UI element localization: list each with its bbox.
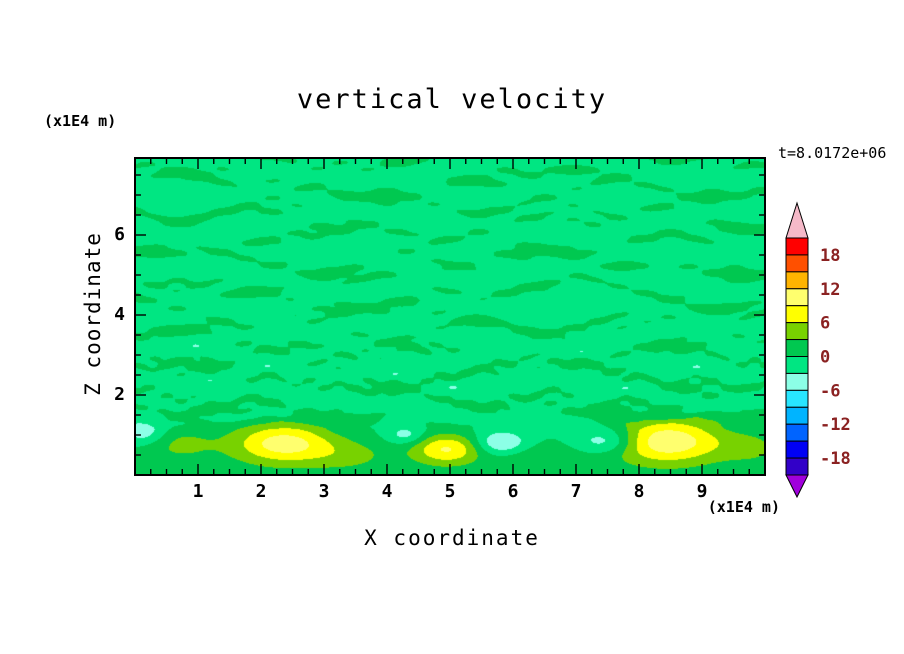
x-tick-label-2: 2 <box>255 481 267 502</box>
colorbar-segment <box>785 271 809 290</box>
colorbar-segment <box>785 339 809 357</box>
x-tick-label-5: 5 <box>444 481 456 502</box>
x-tick-label-8: 8 <box>633 481 645 502</box>
z-tick-label-6: 6 <box>114 224 125 245</box>
time-annotation: t=8.0172e+06 <box>778 144 887 162</box>
colorbar-label-18: 18 <box>820 246 840 266</box>
colorbar-segment <box>785 389 809 408</box>
x-tick-label-7: 7 <box>570 481 582 502</box>
x-axis-unit-label: (x1E4 m) <box>707 498 780 516</box>
colorbar-segment <box>785 305 809 324</box>
colorbar-over-cap <box>785 201 809 239</box>
x-tick-label-9: 9 <box>696 481 708 502</box>
z-axis-unit-label: (x1E4 m) <box>44 112 117 130</box>
colorbar-segment <box>785 406 809 425</box>
x-tick-label-4: 4 <box>381 481 393 502</box>
x-axis-title: X coordinate <box>364 526 540 550</box>
colorbar-label--18: -18 <box>820 449 851 469</box>
colorbar-segment <box>785 288 809 307</box>
colorbar-segment <box>785 237 809 256</box>
colorbar-segment <box>785 457 809 476</box>
colorbar-segment <box>785 254 809 273</box>
colorbar-segment <box>785 356 809 374</box>
colorbar-segment <box>785 440 809 459</box>
colorbar-label-12: 12 <box>820 280 840 300</box>
z-tick-label-2: 2 <box>114 384 125 405</box>
colorbar-segment <box>785 423 809 442</box>
contour-field <box>135 158 765 475</box>
plot-title: vertical velocity <box>296 84 608 115</box>
x-tick-label-1: 1 <box>192 481 204 502</box>
colorbar-segment <box>785 322 809 341</box>
colorbar: 18 12 6 0 -6 -12 -18 <box>785 201 851 499</box>
x-tick-label-3: 3 <box>318 481 330 502</box>
colorbar-segment <box>785 372 809 391</box>
x-tick-label-6: 6 <box>507 481 519 502</box>
z-tick-label-4: 4 <box>114 304 125 325</box>
colorbar-label-6: 6 <box>820 314 830 334</box>
colorbar-label-0: 0 <box>820 348 830 368</box>
colorbar-under-cap <box>785 474 809 499</box>
colorbar-label--12: -12 <box>820 415 851 435</box>
colorbar-label--6: -6 <box>820 381 840 401</box>
